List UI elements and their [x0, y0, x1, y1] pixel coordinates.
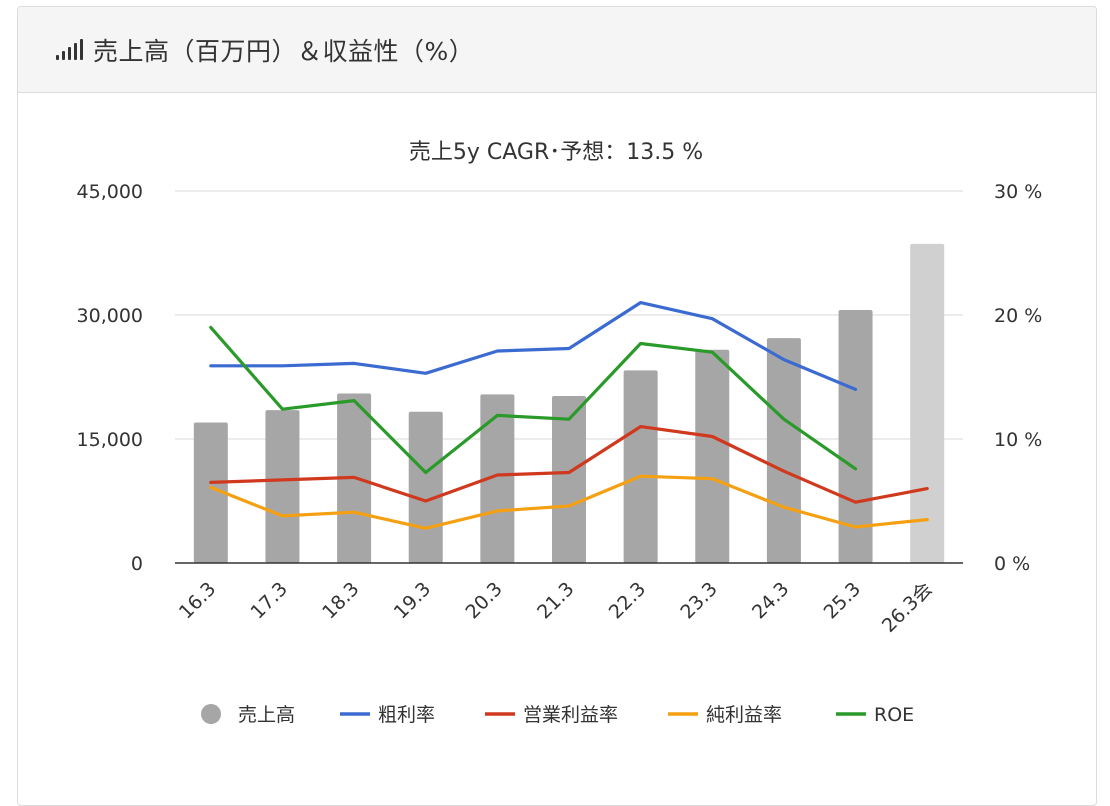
x-axis-tick-label: 24.3: [748, 578, 793, 623]
x-axis-tick-label: 19.3: [390, 578, 435, 623]
bar: [408, 411, 443, 563]
x-axis-tick-label: 23.3: [676, 578, 721, 623]
series-line: [209, 301, 858, 391]
card-title: 売上高（百万円）＆収益性（%）: [93, 36, 475, 66]
legend-label: 粗利率: [378, 704, 435, 726]
x-axis-tick-label: 16.3: [175, 578, 220, 623]
bar: [480, 394, 515, 563]
x-axis-tick-label: 20.3: [461, 578, 506, 623]
bar: [623, 370, 658, 563]
x-axis-tick-label: 21.3: [533, 578, 578, 623]
x-axis-tick-label: 18.3: [318, 578, 363, 623]
legend-label: 純利益率: [706, 704, 782, 726]
right-axis-tick-label: 10 %: [994, 429, 1042, 451]
bar-forecast: [910, 243, 945, 563]
bar: [695, 349, 730, 563]
card-header: 売上高（百万円）＆収益性（%）: [18, 7, 1096, 93]
left-axis-tick-label: 0: [131, 553, 143, 575]
series-line: [209, 425, 929, 504]
x-axis-tick-label: 26.3会: [878, 578, 937, 637]
legend-label: 売上高: [238, 704, 295, 726]
signal-bars-icon: [56, 38, 83, 60]
series-line: [209, 474, 929, 530]
bar: [552, 396, 586, 563]
bar: [766, 338, 801, 563]
lines-layer: [209, 301, 929, 530]
series-line: [209, 325, 858, 475]
left-axis-tick-label: 30,000: [77, 305, 143, 327]
legend-label: 営業利益率: [523, 704, 618, 726]
left-axis-tick-label: 15,000: [77, 429, 143, 451]
right-axis-tick-label: 0 %: [994, 553, 1030, 575]
chart-title: 売上5y CAGR･予想：13.5 %: [409, 140, 703, 165]
left-axis-tick-label: 45,000: [77, 181, 143, 203]
bar: [193, 422, 228, 563]
right-axis-tick-label: 30 %: [994, 181, 1042, 203]
legend-swatch-dot: [201, 704, 221, 724]
x-axis-tick-label: 22.3: [605, 578, 650, 623]
x-axis-tick-label: 25.3: [820, 578, 865, 623]
legend: 売上高 粗利率 営業利益率 純利益率 ROE: [201, 704, 914, 726]
bar: [265, 410, 300, 563]
legend-label: ROE: [874, 704, 914, 726]
x-axis-tick-label: 17.3: [247, 578, 292, 623]
right-axis-tick-label: 20 %: [994, 305, 1042, 327]
